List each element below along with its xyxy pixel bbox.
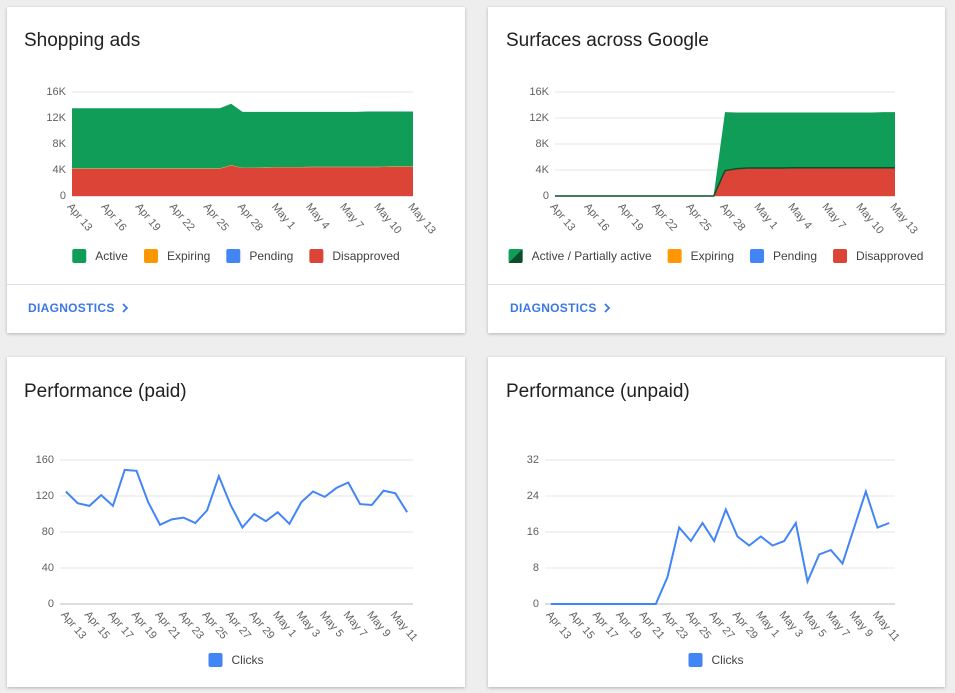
y-tick-label: 16K [46, 86, 66, 98]
legend: Clicks [208, 653, 264, 667]
legend-label: Disapproved [332, 249, 399, 263]
legend-label: Clicks [712, 653, 744, 667]
legend-label: Expiring [691, 249, 734, 263]
legend-item: Disapproved [309, 249, 400, 263]
legend-label: Active [95, 249, 128, 263]
legend-item: Expiring [667, 249, 734, 263]
legend-label: Expiring [167, 249, 210, 263]
y-tick-label: 0 [60, 190, 66, 202]
y-tick-label: 4K [536, 164, 550, 176]
y-tick-label: 8 [533, 562, 539, 574]
line [550, 488, 890, 605]
legend-item: Clicks [208, 653, 264, 667]
y-tick-label: 12K [46, 112, 66, 124]
legend-swatch [72, 249, 87, 263]
y-tick-label: 120 [36, 490, 54, 502]
chevron[interactable] [122, 303, 129, 313]
card [488, 357, 945, 687]
legend-label: Pending [773, 249, 817, 263]
y-tick-label: 12K [529, 112, 549, 124]
legend-label: Clicks [232, 653, 264, 667]
y-tick-label: 16 [527, 526, 539, 538]
legend-item: Pending [226, 249, 293, 263]
diagnostics-link[interactable]: DIAGNOSTICS [510, 301, 611, 315]
chevron[interactable] [604, 303, 611, 313]
legend-swatch [143, 249, 158, 263]
diagnostics-link[interactable]: DIAGNOSTICS [28, 301, 129, 315]
legend: Clicks [688, 653, 744, 667]
legend-label: Active / Partially active [532, 249, 652, 263]
legend: Active / Partially active Expiring Pending… [508, 249, 923, 263]
legend-swatch [667, 249, 682, 263]
legend-swatch [226, 249, 241, 263]
y-tick-label: 16K [529, 86, 549, 98]
y-tick-label: 160 [36, 454, 54, 466]
y-tick-label: 0 [533, 598, 539, 610]
line [65, 468, 408, 530]
y-tick-label: 8K [53, 138, 67, 150]
legend-swatch [208, 653, 223, 667]
link-text[interactable]: DIAGNOSTICS [510, 301, 597, 315]
legend-item: Active [72, 249, 128, 263]
link-text[interactable]: DIAGNOSTICS [28, 301, 115, 315]
area-edge [555, 166, 895, 197]
legend-swatch [309, 249, 324, 263]
y-tick-label: 32 [527, 454, 539, 466]
legend-swatch [833, 249, 848, 263]
legend-item: Expiring [143, 249, 210, 263]
y-tick-label: 0 [48, 598, 54, 610]
legend-label: Disapproved [856, 249, 923, 263]
y-tick-label: 8K [536, 138, 550, 150]
area [72, 165, 413, 169]
y-tick-label: 4K [53, 164, 67, 176]
legend-item: Disapproved [833, 249, 923, 263]
area [72, 103, 413, 169]
legend-swatch-edge [508, 249, 523, 263]
legend-item: Clicks [688, 653, 744, 667]
legend-swatch [688, 653, 703, 667]
y-tick-label: 40 [42, 562, 54, 574]
chart-title: Surfaces across Google [506, 30, 709, 51]
chart-title: Performance (paid) [24, 381, 187, 402]
area [72, 165, 413, 196]
chart-title: Performance (unpaid) [506, 381, 690, 402]
chart-title: Shopping ads [24, 30, 140, 51]
legend-item: Pending [749, 249, 817, 263]
legend-label: Pending [249, 249, 293, 263]
area [555, 167, 895, 196]
y-tick-label: 24 [527, 490, 539, 502]
y-tick-label: 80 [42, 526, 54, 538]
card [7, 357, 465, 687]
area [555, 112, 895, 196]
legend: Active Expiring Pending Disapproved [72, 249, 400, 263]
legend-swatch [749, 249, 764, 263]
legend-item: Active / Partially active [508, 249, 652, 263]
y-tick-label: 0 [543, 190, 549, 202]
